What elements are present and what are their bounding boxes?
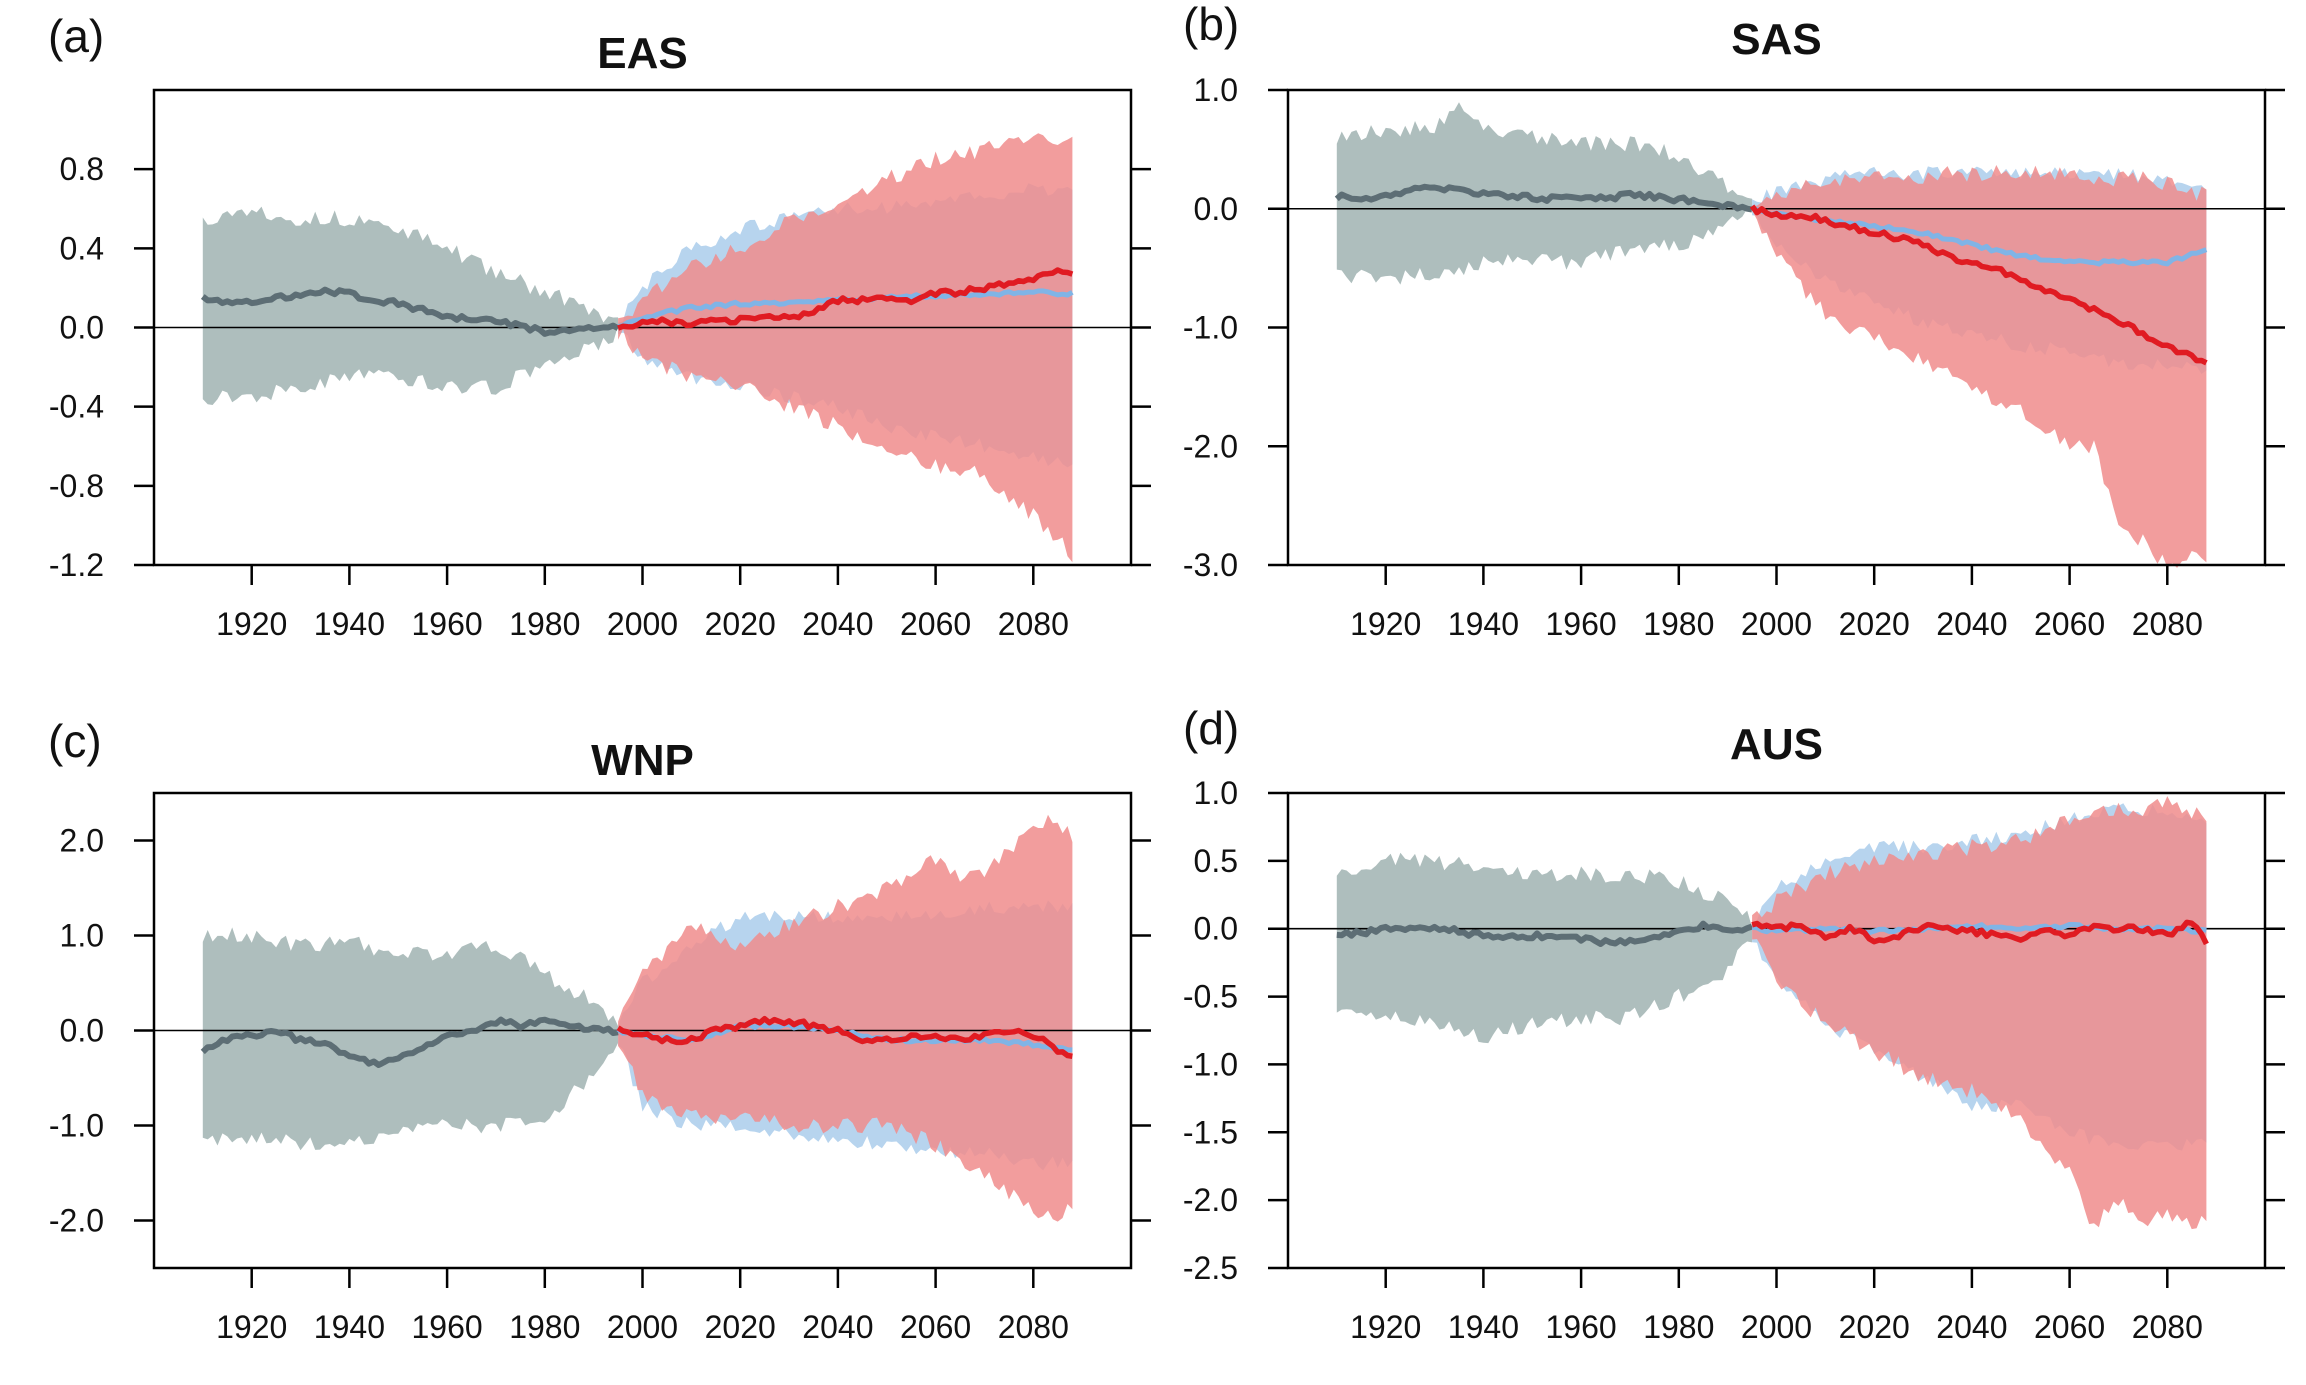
x-tick-label: 2000	[607, 1309, 678, 1345]
x-tick-label: 1960	[412, 1309, 483, 1345]
panel-label: (a)	[48, 10, 104, 62]
panel-title: SAS	[1731, 15, 1821, 64]
y-tick-label: 1.0	[60, 918, 104, 954]
x-tick-label: 1960	[1546, 1309, 1617, 1345]
panel-sas: -3.0 -2.0 -1.0 0.0 1.0 1920 1940 1960 1980 2000 20…	[1183, 0, 2285, 642]
high-scenario-mean-line	[1749, 204, 2208, 366]
x-tick-label: 1980	[509, 1309, 580, 1345]
y-tick-label: -1.0	[1183, 310, 1238, 346]
y-tick-label: 0.0	[1194, 911, 1238, 947]
x-tick-label: 1940	[314, 1309, 385, 1345]
high-scenario-spread-band	[618, 814, 1073, 1222]
x-tick-label: 2000	[1741, 1309, 1812, 1345]
x-tick-label: 2040	[802, 606, 873, 642]
x-tick-label: 2020	[705, 1309, 776, 1345]
x-tick-label: 2040	[1936, 1309, 2007, 1345]
high-scenario-spread-band	[1752, 165, 2207, 568]
historical-mean-line	[200, 1016, 619, 1068]
high-scenario-spread-band	[1752, 796, 2207, 1230]
x-tick-label: 2020	[1839, 606, 1910, 642]
x-tick-label: 2040	[802, 1309, 873, 1345]
y-tick-label: 0.8	[60, 151, 104, 187]
x-tick-label: 1980	[1643, 1309, 1714, 1345]
x-tick-label: 2040	[1936, 606, 2007, 642]
x-tick-label: 1920	[1350, 1309, 1421, 1345]
x-tick-label: 2080	[2132, 606, 2203, 642]
y-tick-label: -1.2	[49, 547, 104, 583]
x-tick-label: 2020	[705, 606, 776, 642]
y-tick-label: 0.0	[60, 310, 104, 346]
historical-mean-line	[1336, 920, 1754, 947]
x-tick-label: 1960	[1546, 606, 1617, 642]
y-tick-label: -2.0	[1183, 428, 1238, 464]
high-scenario-spread-band	[618, 133, 1073, 563]
x-tick-label: 1980	[509, 606, 580, 642]
high-scenario-mean-line	[616, 1015, 1073, 1060]
y-tick-label: -1.0	[49, 1108, 104, 1144]
x-tick-label: 1940	[1448, 1309, 1519, 1345]
high-scenario-mean-line	[1751, 919, 2209, 946]
y-tick-label: 1.0	[1194, 72, 1238, 108]
y-tick-label: -3.0	[1183, 547, 1238, 583]
x-tick-label: 2060	[2034, 606, 2105, 642]
x-tick-label: 2000	[607, 606, 678, 642]
panel-label: (c)	[48, 715, 102, 767]
x-tick-label: 2080	[998, 606, 1069, 642]
panel-wnp: -2.0 -1.0 0.0 1.0 2.0 1920 1940 1960 1980 2000 202…	[48, 715, 1151, 1345]
x-tick-label: 2060	[2034, 1309, 2105, 1345]
x-tick-label: 1980	[1643, 606, 1714, 642]
y-tick-label: -0.8	[49, 468, 104, 504]
y-tick-label: -2.0	[49, 1203, 104, 1239]
historical-mean-line	[200, 286, 620, 337]
x-tick-label: 1920	[216, 606, 287, 642]
x-tick-label: 2020	[1839, 1309, 1910, 1345]
x-tick-label: 1920	[216, 1309, 287, 1345]
panel-title: WNP	[591, 736, 694, 785]
y-tick-label: 0.0	[1194, 191, 1238, 227]
y-tick-label: 2.0	[60, 823, 104, 859]
y-tick-label: 0.0	[60, 1013, 104, 1049]
panel-label: (d)	[1183, 702, 1239, 754]
x-tick-label: 2080	[998, 1309, 1069, 1345]
panel-label: (b)	[1183, 0, 1239, 50]
y-tick-label: -0.5	[1183, 979, 1238, 1015]
x-tick-label: 2000	[1741, 606, 1812, 642]
x-tick-label: 2080	[2132, 1309, 2203, 1345]
historical-spread-band	[202, 927, 619, 1151]
x-tick-label: 1920	[1350, 606, 1421, 642]
panel-title: AUS	[1730, 720, 1823, 769]
x-tick-label: 1940	[314, 606, 385, 642]
high-scenario-mean-line	[617, 267, 1074, 331]
y-tick-label: -0.4	[49, 389, 104, 425]
historical-mean-line	[1334, 183, 1753, 213]
x-tick-label: 2060	[900, 606, 971, 642]
y-tick-label: 1.0	[1194, 775, 1238, 811]
y-tick-label: -2.0	[1183, 1182, 1238, 1218]
x-tick-label: 1960	[412, 606, 483, 642]
y-tick-label: 0.4	[60, 230, 104, 266]
historical-spread-band	[1336, 102, 1753, 285]
y-tick-label: -1.5	[1183, 1114, 1238, 1150]
y-tick-label: -2.5	[1183, 1250, 1238, 1286]
panel-eas: -1.2 -0.8 -0.4 0.0 0.4 0.8 1920 1940 1960 1980 200…	[48, 10, 1151, 642]
y-tick-label: -1.0	[1183, 1046, 1238, 1082]
x-tick-label: 2060	[900, 1309, 971, 1345]
y-tick-label: 0.5	[1194, 843, 1238, 879]
panel-aus: -2.5 -2.0 -1.5 -1.0 -0.5 0.0 0.5 1.0 1920 1940 196…	[1183, 702, 2285, 1345]
x-tick-label: 1940	[1448, 606, 1519, 642]
low-scenario-mean-line	[1751, 922, 2207, 936]
historical-spread-band	[1336, 852, 1753, 1044]
panel-title: EAS	[597, 29, 687, 78]
